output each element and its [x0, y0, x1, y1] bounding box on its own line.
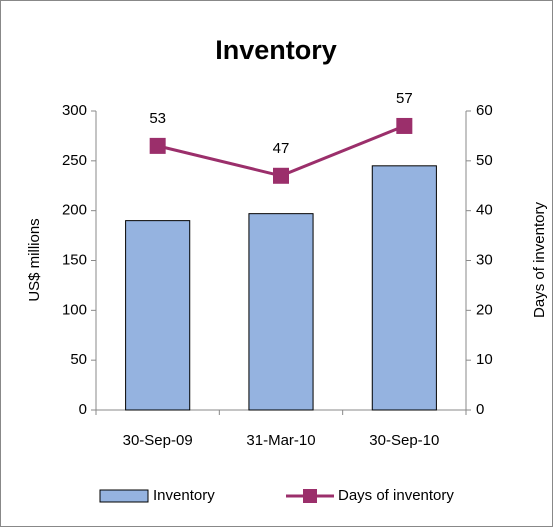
data-label: 53	[149, 110, 166, 127]
line-marker	[273, 167, 289, 184]
y2-axis-label: Days of inventory	[531, 202, 548, 318]
y-tick-label: 250	[62, 152, 87, 169]
legend-swatch	[99, 489, 149, 503]
legend-label: Inventory	[153, 487, 215, 504]
y-tick-label: 100	[62, 301, 87, 318]
chart-title: Inventory	[215, 35, 337, 65]
y2-tick-label: 20	[476, 301, 493, 318]
bar	[248, 213, 314, 411]
y2-tick-label: 60	[476, 102, 493, 119]
y2-tick-label: 30	[476, 251, 493, 268]
legend-marker	[303, 489, 317, 503]
x-tick-label: 30-Sep-10	[369, 432, 439, 449]
x-tick-label: 30-Sep-09	[123, 432, 193, 449]
bar	[125, 220, 191, 411]
y-axis-label: US$ millions	[26, 218, 43, 301]
data-label: 47	[273, 140, 290, 157]
y-tick-label: 50	[70, 351, 87, 368]
y2-tick-label: 10	[476, 351, 493, 368]
data-label: 57	[396, 90, 413, 107]
bar	[371, 165, 437, 411]
y-tick-label: 300	[62, 102, 87, 119]
y2-tick-label: 50	[476, 152, 493, 169]
y-tick-label: 200	[62, 202, 87, 219]
y-tick-label: 0	[79, 401, 87, 418]
x-tick-label: 31-Mar-10	[246, 432, 315, 449]
y2-tick-label: 0	[476, 401, 484, 418]
y-tick-label: 150	[62, 251, 87, 268]
line-marker	[149, 137, 166, 154]
legend-label: Days of inventory	[338, 487, 454, 504]
line-marker	[396, 117, 413, 134]
y2-tick-label: 40	[476, 202, 493, 219]
